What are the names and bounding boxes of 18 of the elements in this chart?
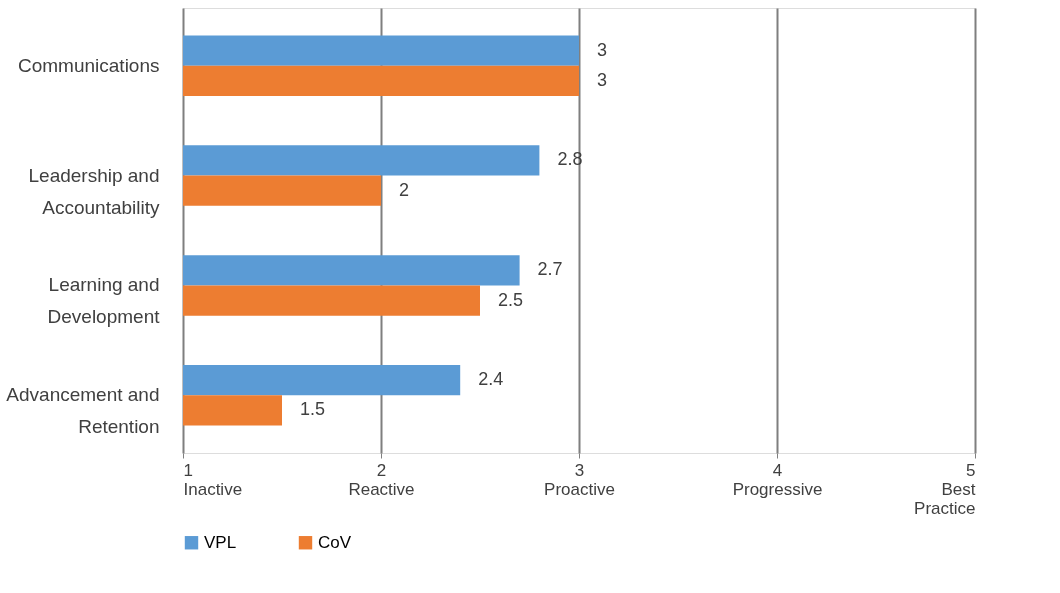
data-label: 3 — [597, 39, 608, 60]
y-tick-label: Leadership and Accountability — [28, 164, 160, 218]
legend-label: VPL — [204, 532, 237, 552]
x-tick-label: 2 Reactive — [348, 460, 415, 499]
y-tick-label: Communications — [18, 54, 160, 76]
y-tick-label: Advancement and Retention — [6, 384, 160, 438]
data-label: 1.5 — [300, 399, 326, 420]
data-label: 3 — [597, 69, 608, 90]
data-label: 2.5 — [498, 289, 524, 310]
data-label: 2.4 — [478, 369, 504, 390]
data-label: 2.7 — [537, 259, 563, 280]
x-tick-label: 3 Proactive — [544, 460, 615, 499]
y-tick-label: Learning and Development — [47, 274, 161, 328]
x-tick-label: 1 Inactive — [183, 460, 243, 499]
data-label: 2 — [399, 179, 410, 200]
x-tick-label: 5 Best Practice — [914, 460, 976, 518]
legend-label: CoV — [318, 532, 352, 552]
x-tick-label: 4 Progressive — [732, 460, 823, 499]
